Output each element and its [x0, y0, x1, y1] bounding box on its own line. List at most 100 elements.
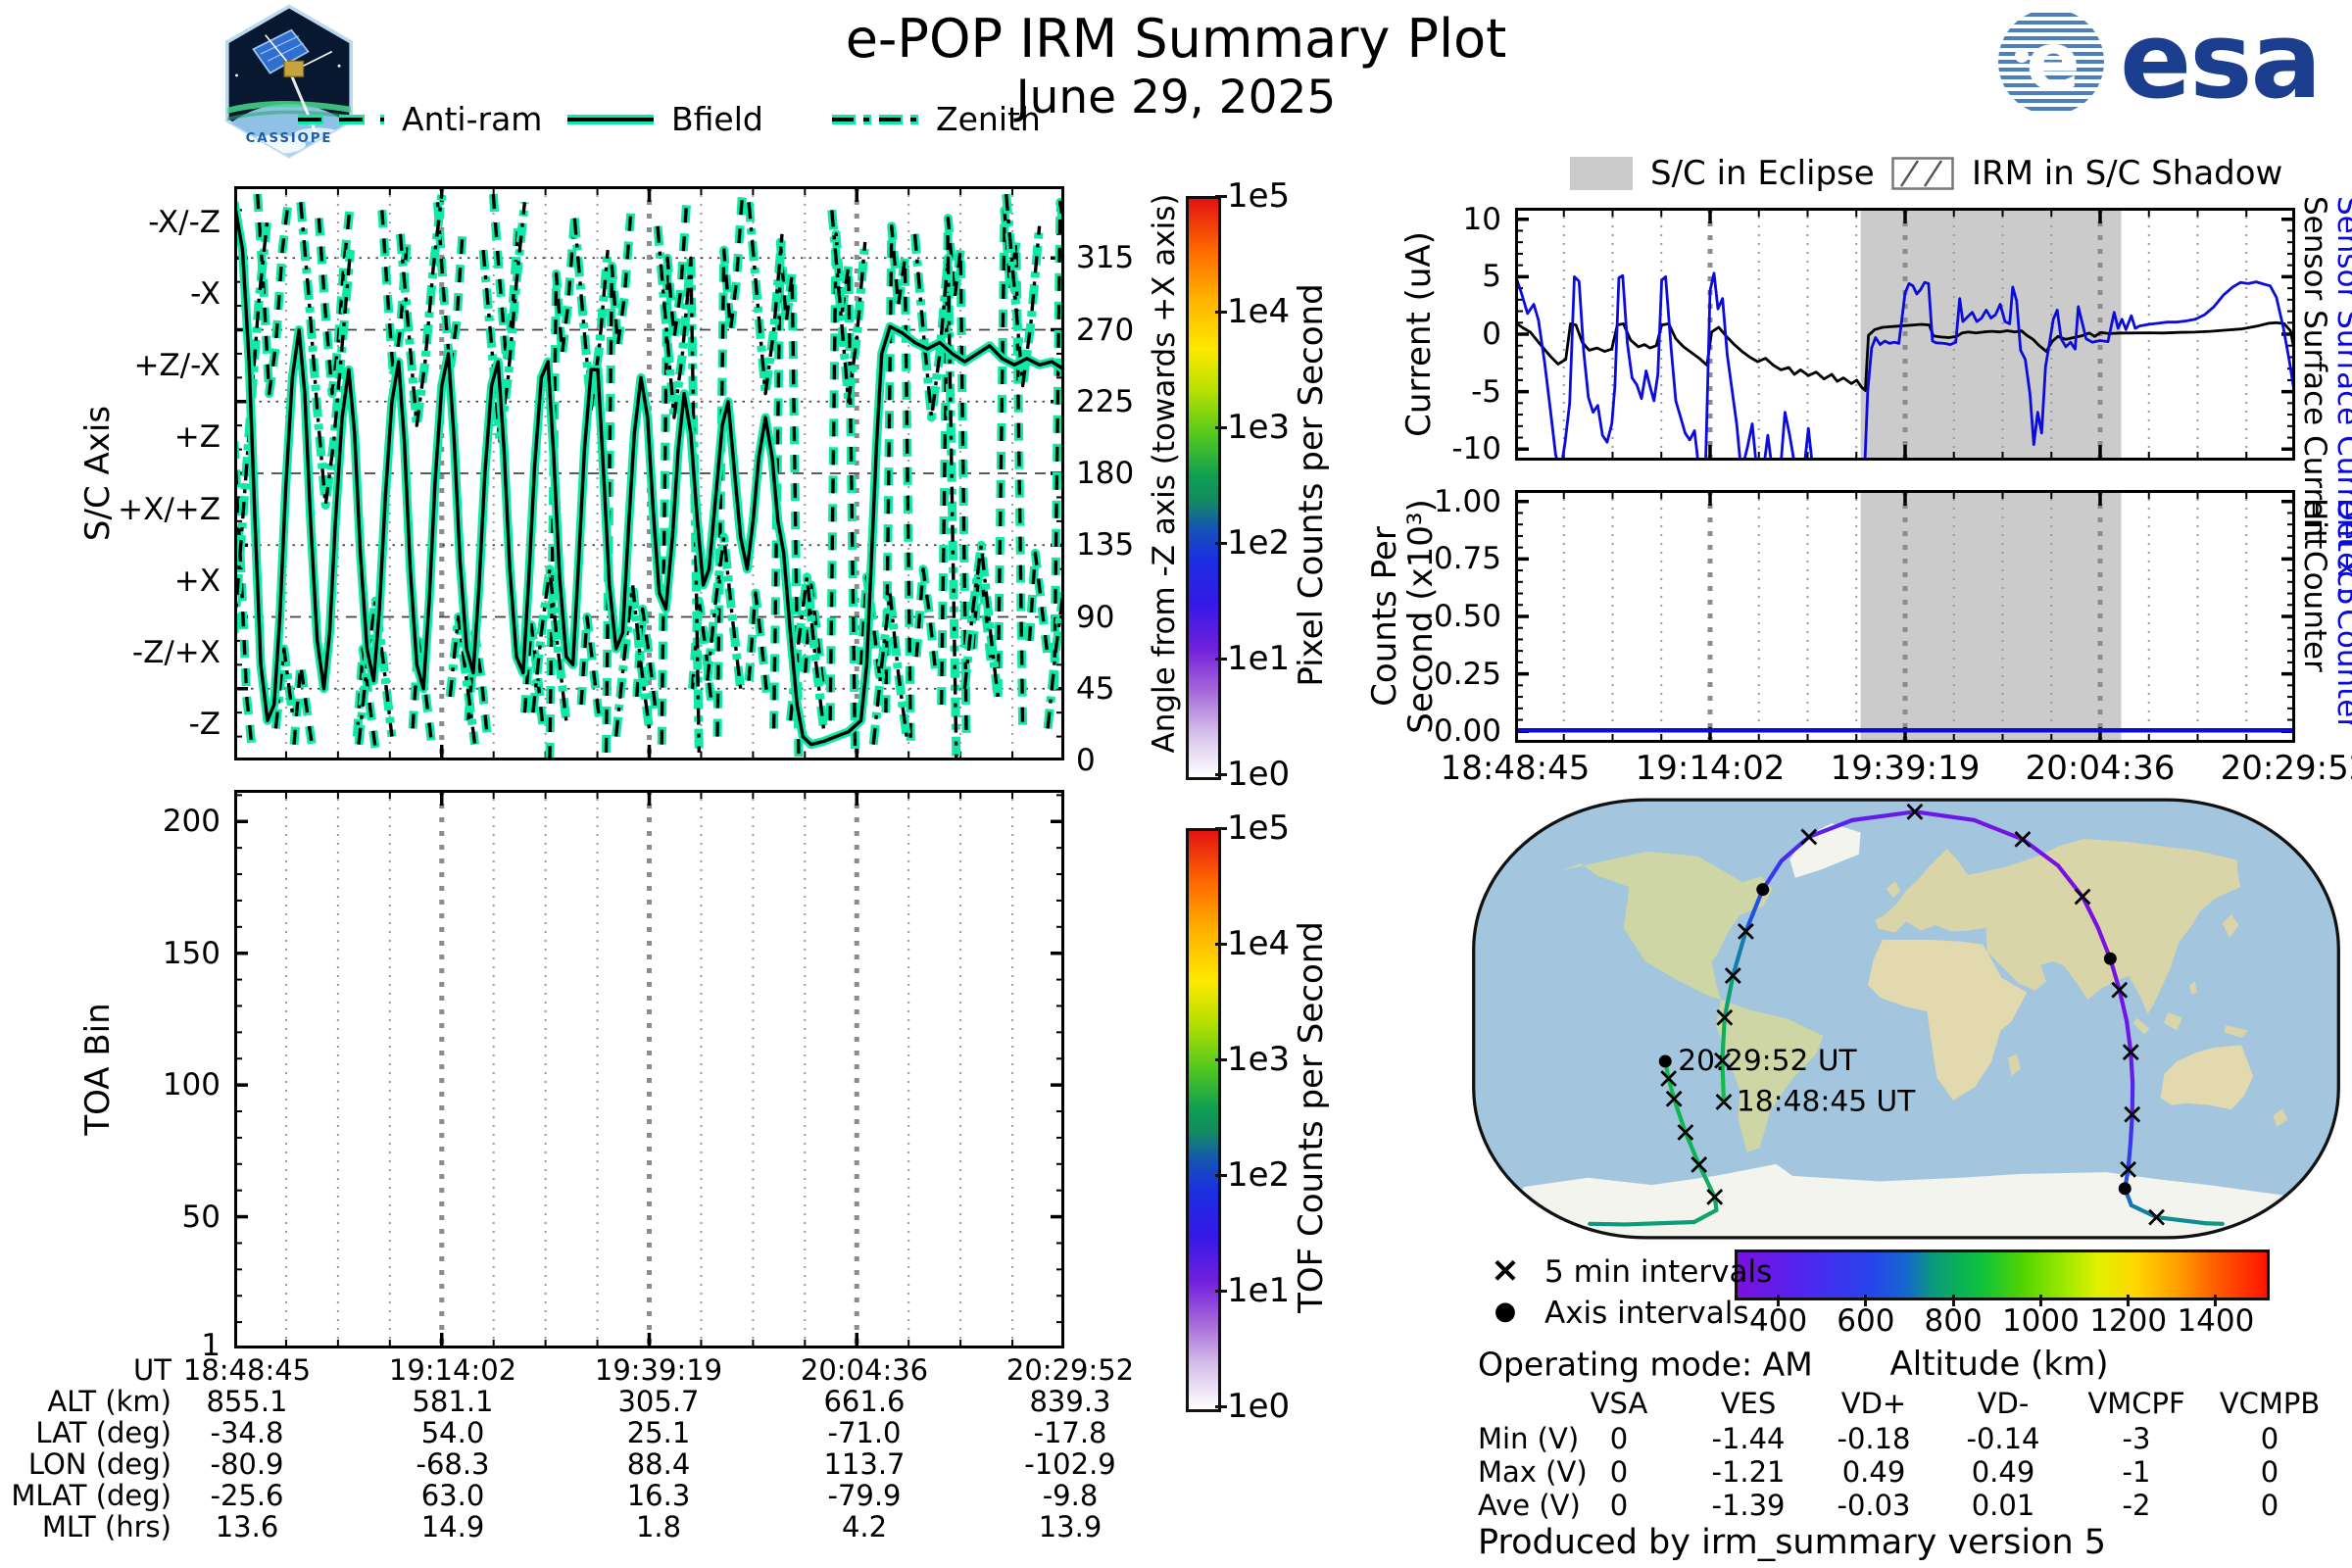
attitude-angle-tick-label: 180 [1076, 456, 1135, 491]
map-madagascar [2007, 1054, 2021, 1076]
map-sumatra [2132, 1017, 2150, 1035]
attitude-angle-tick-label: 0 [1076, 743, 1096, 778]
eclipse-swatch-icon [1570, 157, 1633, 190]
five-min-x-marker [1706, 1188, 1724, 1205]
ephemeris-cell: 88.4 [626, 1447, 691, 1481]
produced-by-label: Produced by irm_summary version 5 [1478, 1523, 2107, 1562]
tof-colorbar-tick-label: 1e1 [1227, 1271, 1291, 1310]
map-frame [1472, 798, 2340, 1240]
map-borneo [2164, 1012, 2182, 1031]
altitude-colorbar-label: Altitude (km) [1889, 1345, 2109, 1384]
page-title: e-POP IRM Summary Plot [845, 8, 1507, 70]
ephemeris-cell: 19:14:02 [388, 1353, 517, 1387]
ephemeris-row-label: LAT (deg) [35, 1416, 172, 1449]
voltage-cell: 0 [2260, 1489, 2279, 1522]
attitude-ytick-label: -X [190, 275, 220, 312]
altitude-colorbar-tick [1777, 1295, 1781, 1306]
ephemeris-cell: 1.8 [635, 1510, 682, 1544]
pixel-colorbar-tick [1215, 310, 1227, 314]
x-marker-icon: × [1490, 1250, 1521, 1291]
altitude-colorbar-tick-label: 1400 [2177, 1303, 2255, 1339]
altitude-colorbar-tick-label: 400 [1749, 1303, 1808, 1339]
pixel-colorbar-tick-label: 1e4 [1227, 292, 1291, 331]
ground-track-segment [1696, 1162, 1717, 1200]
esa-globe-e: e [2026, 16, 2081, 109]
counts-ytick-label: 1.00 [1433, 483, 1501, 519]
map-japan [2222, 913, 2239, 938]
ephemeris-cell: 18:48:45 [182, 1353, 312, 1387]
ground-track-segment [1666, 1076, 1677, 1102]
detect-counter-label: Detect Counter [2330, 498, 2352, 731]
five-min-x-marker [1716, 1008, 1734, 1026]
axis-interval-dot-marker [2118, 1182, 2132, 1196]
voltage-cell: 0.49 [1971, 1455, 2035, 1489]
five-min-x-marker [2111, 981, 2129, 999]
counts-ytick-label: 0.25 [1433, 656, 1501, 692]
tof-colorbar [1186, 828, 1221, 1412]
sensor-current-x5-curve [1515, 271, 2295, 461]
voltage-cell: 0 [2260, 1455, 2279, 1489]
antiram-line-sample-icon [298, 114, 384, 124]
sensor-current-x5-label: Sensor Surface Current x 5 [2330, 196, 2352, 607]
map-africa [1868, 939, 2028, 1101]
ground-track-segment [1731, 929, 1748, 978]
ephemeris-row-label: UT [133, 1353, 172, 1387]
map-british-isles [1886, 881, 1901, 899]
ground-track-segment [1672, 1097, 1688, 1135]
series-layer [1515, 271, 2295, 461]
ephemeris-cell: -102.9 [1024, 1447, 1116, 1481]
altitude-colorbar-tick-label: 1000 [2001, 1303, 2080, 1339]
voltage-column-header: VD+ [1840, 1387, 1907, 1420]
attitude-ytick-label: +Z/-X [133, 348, 220, 384]
altitude-colorbar-tick [2127, 1295, 2131, 1306]
tof-colorbar-tick [1215, 942, 1227, 946]
counts-ytick-label: 0.00 [1433, 713, 1501, 750]
toa-bin-plot [234, 790, 1064, 1348]
tof-colorbar-tick [1215, 1289, 1227, 1293]
legend-item-zenith: Zenith [828, 100, 1041, 138]
ground-track-segment [1972, 817, 2026, 842]
attitude-plot [234, 186, 1064, 760]
five-min-x-marker [1714, 1052, 1731, 1069]
operating-mode-label: Operating mode: AM [1478, 1345, 1813, 1384]
pixel-colorbar-tick-label: 1e3 [1227, 408, 1291, 447]
attitude-ytick-label: +Z [173, 419, 220, 456]
ephemeris-cell: -79.9 [827, 1479, 902, 1512]
ephemeris-cell: 20:04:36 [800, 1353, 929, 1387]
ephemeris-cell: 4.2 [841, 1510, 888, 1544]
map-north-america [1560, 851, 1773, 1001]
pixel-colorbar-tick [1215, 425, 1227, 429]
esa-logo-icon: e esa [1998, 5, 2322, 121]
voltage-column-header: VCMPB [2219, 1387, 2321, 1420]
voltage-column-header: VSA [1590, 1387, 1648, 1420]
voltage-cell: -3 [2122, 1422, 2151, 1455]
attitude-ytick-label: -Z/+X [131, 635, 220, 671]
ephemeris-cell: 63.0 [420, 1479, 485, 1512]
map-philippines [2189, 981, 2197, 995]
legend-label-bfield: Bfield [671, 100, 763, 138]
five-min-x-marker [1660, 1070, 1678, 1087]
altitude-colorbar [1735, 1250, 2270, 1300]
ephemeris-cell: -9.8 [1042, 1479, 1099, 1512]
series-layer [234, 193, 1064, 760]
voltage-cell: -0.14 [1966, 1422, 2040, 1455]
ephemeris-cell: 54.0 [420, 1416, 485, 1449]
current-plot [1515, 208, 2295, 461]
voltage-cell: 0.49 [1841, 1455, 1906, 1489]
ephemeris-cell: -17.8 [1033, 1416, 1107, 1449]
ground-track-segment [1691, 1207, 1719, 1225]
five-min-x-marker [2014, 831, 2032, 848]
attitude-angle-tick-label: 90 [1076, 599, 1115, 635]
patch-label: CASSIOPE [246, 131, 333, 146]
ground-track-segment [2128, 1112, 2134, 1146]
ground-track-segment [2117, 988, 2130, 1024]
plot-border [234, 186, 1064, 760]
voltage-cell: 0.01 [1971, 1489, 2035, 1522]
map-continents: 18:48:45 UT 20:29:52 UT [1488, 803, 2325, 1238]
five-min-x-marker [2148, 1208, 2165, 1226]
dot-marker-icon: ● [1494, 1297, 1517, 1326]
voltage-cell: 0 [1609, 1455, 1629, 1489]
five-min-x-marker [2122, 1044, 2139, 1061]
pixel-colorbar-tick [1215, 772, 1227, 776]
ground-track-segment [1806, 817, 1855, 840]
